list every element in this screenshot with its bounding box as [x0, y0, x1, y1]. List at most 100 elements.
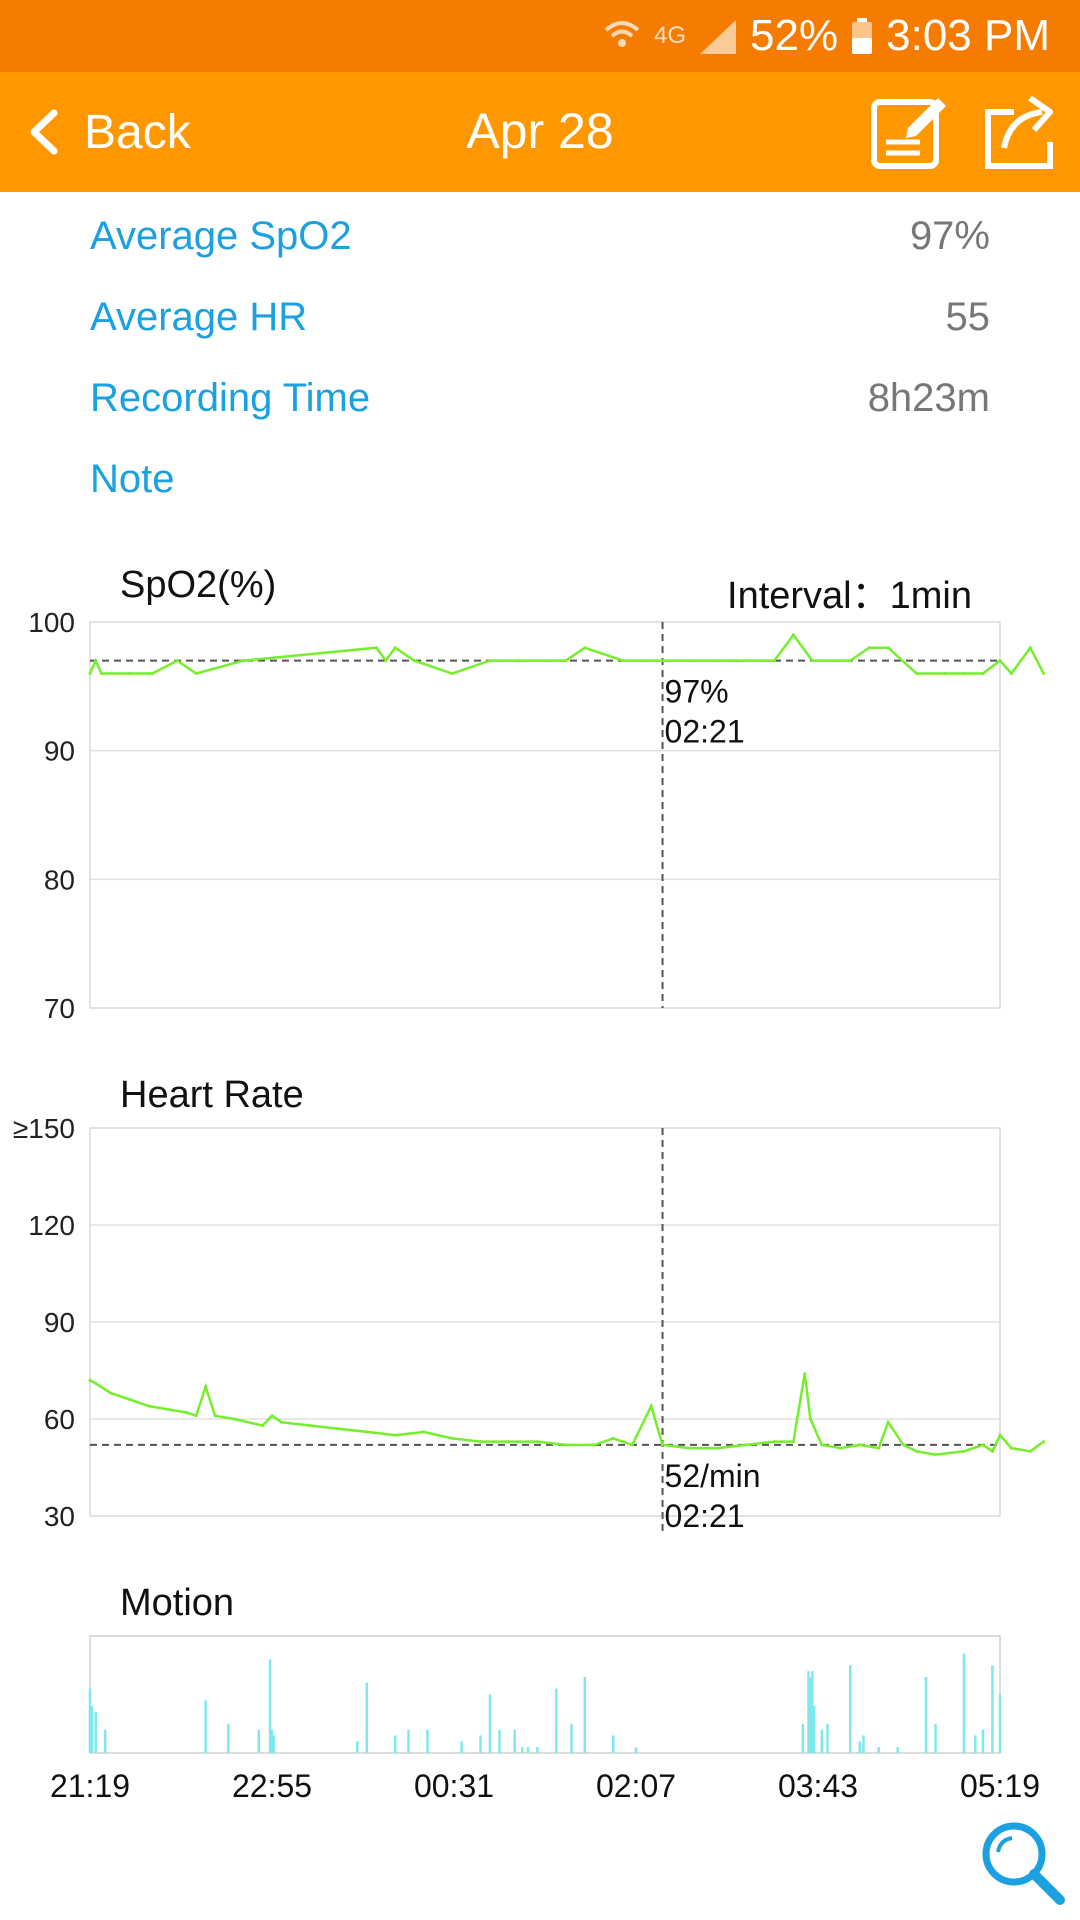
motion-chart-title: Motion — [120, 1582, 235, 1624]
hr-y-tick-label: ≥150 — [13, 1113, 75, 1144]
x-tick-label: 22:55 — [232, 1768, 312, 1804]
hr-data-point — [592, 1443, 596, 1447]
hr-data-point — [109, 1391, 113, 1395]
spo2-data-point — [88, 671, 92, 675]
hr-data-point — [279, 1420, 283, 1424]
x-tick-label: 00:31 — [414, 1768, 494, 1804]
hr-cursor-time-label: 02:21 — [665, 1498, 745, 1534]
hr-data-point — [204, 1385, 208, 1389]
spo2-data-point — [734, 659, 738, 663]
hr-data-point — [772, 1440, 776, 1444]
avg-hr-label: Average HR — [90, 295, 308, 339]
hr-data-point — [147, 1404, 151, 1408]
hr-data-point — [839, 1446, 843, 1450]
hr-chart-title: Heart Rate — [120, 1074, 304, 1116]
x-tick-label: 21:19 — [50, 1768, 130, 1804]
share-button[interactable] — [980, 90, 1064, 174]
hr-data-point — [336, 1427, 340, 1431]
spo2-data-point — [998, 659, 1002, 663]
summary-note[interactable]: Note — [90, 457, 990, 517]
spo2-data-point — [151, 671, 155, 675]
edit-note-button[interactable] — [868, 90, 952, 174]
hr-data-point — [981, 1443, 985, 1447]
spo2-data-point — [810, 659, 814, 663]
hr-data-point — [1042, 1440, 1046, 1444]
time-axis: 21:19 22:55 00:31 02:07 03:43 05:19 — [50, 1768, 1040, 1804]
x-tick-label: 05:19 — [960, 1768, 1040, 1804]
hr-data-point — [934, 1453, 938, 1457]
hr-data-point — [687, 1446, 691, 1450]
hr-chart[interactable]: ≥150 120 90 60 30 52/min 02:21 — [13, 1113, 1046, 1536]
spo2-data-point — [564, 659, 568, 663]
status-bar: 4G 52% 3:03 PM — [0, 0, 1080, 72]
hr-data-point — [744, 1443, 748, 1447]
summary-recording-time: Recording Time 8h23m — [90, 376, 990, 436]
hr-data-point — [877, 1446, 881, 1450]
hr-data-point — [393, 1433, 397, 1437]
avg-spo2-label: Average SpO2 — [90, 214, 352, 258]
hr-data-point — [185, 1411, 189, 1415]
summary-avg-spo2: Average SpO2 97% — [90, 214, 990, 274]
hr-data-point — [270, 1414, 274, 1418]
spo2-y-tick-label: 100 — [28, 607, 75, 638]
back-label: Back — [84, 105, 191, 159]
spo2-data-point — [1042, 671, 1046, 675]
spo2-data-point — [867, 646, 871, 650]
spo2-data-point — [99, 671, 103, 675]
spo2-y-tick-label: 80 — [44, 864, 75, 895]
spo2-data-point — [393, 646, 397, 650]
spo2-cursor-value-label: 97% — [665, 674, 729, 710]
back-button[interactable]: Back — [26, 94, 191, 170]
hr-data-point — [611, 1436, 615, 1440]
edit-note-icon — [871, 98, 946, 169]
hr-data-point — [507, 1440, 511, 1444]
spo2-data-point — [848, 659, 852, 663]
hr-data-point — [649, 1404, 653, 1408]
hr-data-point — [901, 1443, 905, 1447]
hr-y-tick-label: 30 — [44, 1501, 75, 1532]
hr-data-point — [128, 1398, 132, 1402]
battery-percent: 52% — [750, 11, 839, 60]
hr-data-point — [630, 1443, 634, 1447]
hr-data-point — [194, 1414, 198, 1418]
summary-avg-hr: Average HR 55 — [90, 295, 990, 355]
spo2-data-point — [450, 671, 454, 675]
hr-data-point — [564, 1443, 568, 1447]
spo2-data-point — [621, 659, 625, 663]
spo2-data-point — [488, 659, 492, 663]
avg-spo2-value: 97% — [909, 214, 990, 258]
spo2-data-point — [661, 659, 665, 663]
spo2-data-point — [175, 659, 179, 663]
spo2-data-point — [583, 646, 587, 650]
hr-data-point — [820, 1443, 824, 1447]
avg-hr-value: 55 — [945, 295, 991, 339]
motion-chart[interactable] — [88, 1635, 1002, 1754]
network-type-icon: 4G — [654, 22, 687, 49]
spo2-data-point — [516, 659, 520, 663]
spo2-data-point — [772, 659, 776, 663]
hr-cursor-value-label: 52/min — [665, 1458, 761, 1494]
recording-time-value: 8h23m — [867, 376, 990, 420]
hr-data-point — [213, 1414, 217, 1418]
zoom-button[interactable] — [978, 1818, 1066, 1906]
search-icon — [982, 1822, 1065, 1905]
spo2-data-point — [194, 671, 198, 675]
hr-data-point — [858, 1443, 862, 1447]
spo2-data-point — [412, 659, 416, 663]
interval-label[interactable]: Interval：1min — [727, 575, 972, 617]
spo2-data-point — [1028, 646, 1032, 650]
wifi-icon — [604, 21, 640, 47]
hr-data-point — [1028, 1449, 1032, 1453]
spo2-data-point — [242, 659, 246, 663]
x-tick-label: 03:43 — [778, 1768, 858, 1804]
hr-series-line — [89, 1373, 1045, 1456]
hr-y-tick-label: 60 — [44, 1404, 75, 1435]
hr-data-point — [261, 1423, 265, 1427]
hr-data-point — [915, 1449, 919, 1453]
spo2-data-point — [962, 671, 966, 675]
hr-y-tick-label: 90 — [44, 1307, 75, 1338]
charts-canvas[interactable]: 100 90 80 70 97% 02:21 ≥150 120 90 60 30 52/min 02:… — [0, 0, 1080, 1840]
spo2-data-point — [1009, 671, 1013, 675]
hr-data-point — [661, 1443, 665, 1447]
spo2-chart[interactable]: 100 90 80 70 97% 02:21 — [28, 607, 1046, 1024]
